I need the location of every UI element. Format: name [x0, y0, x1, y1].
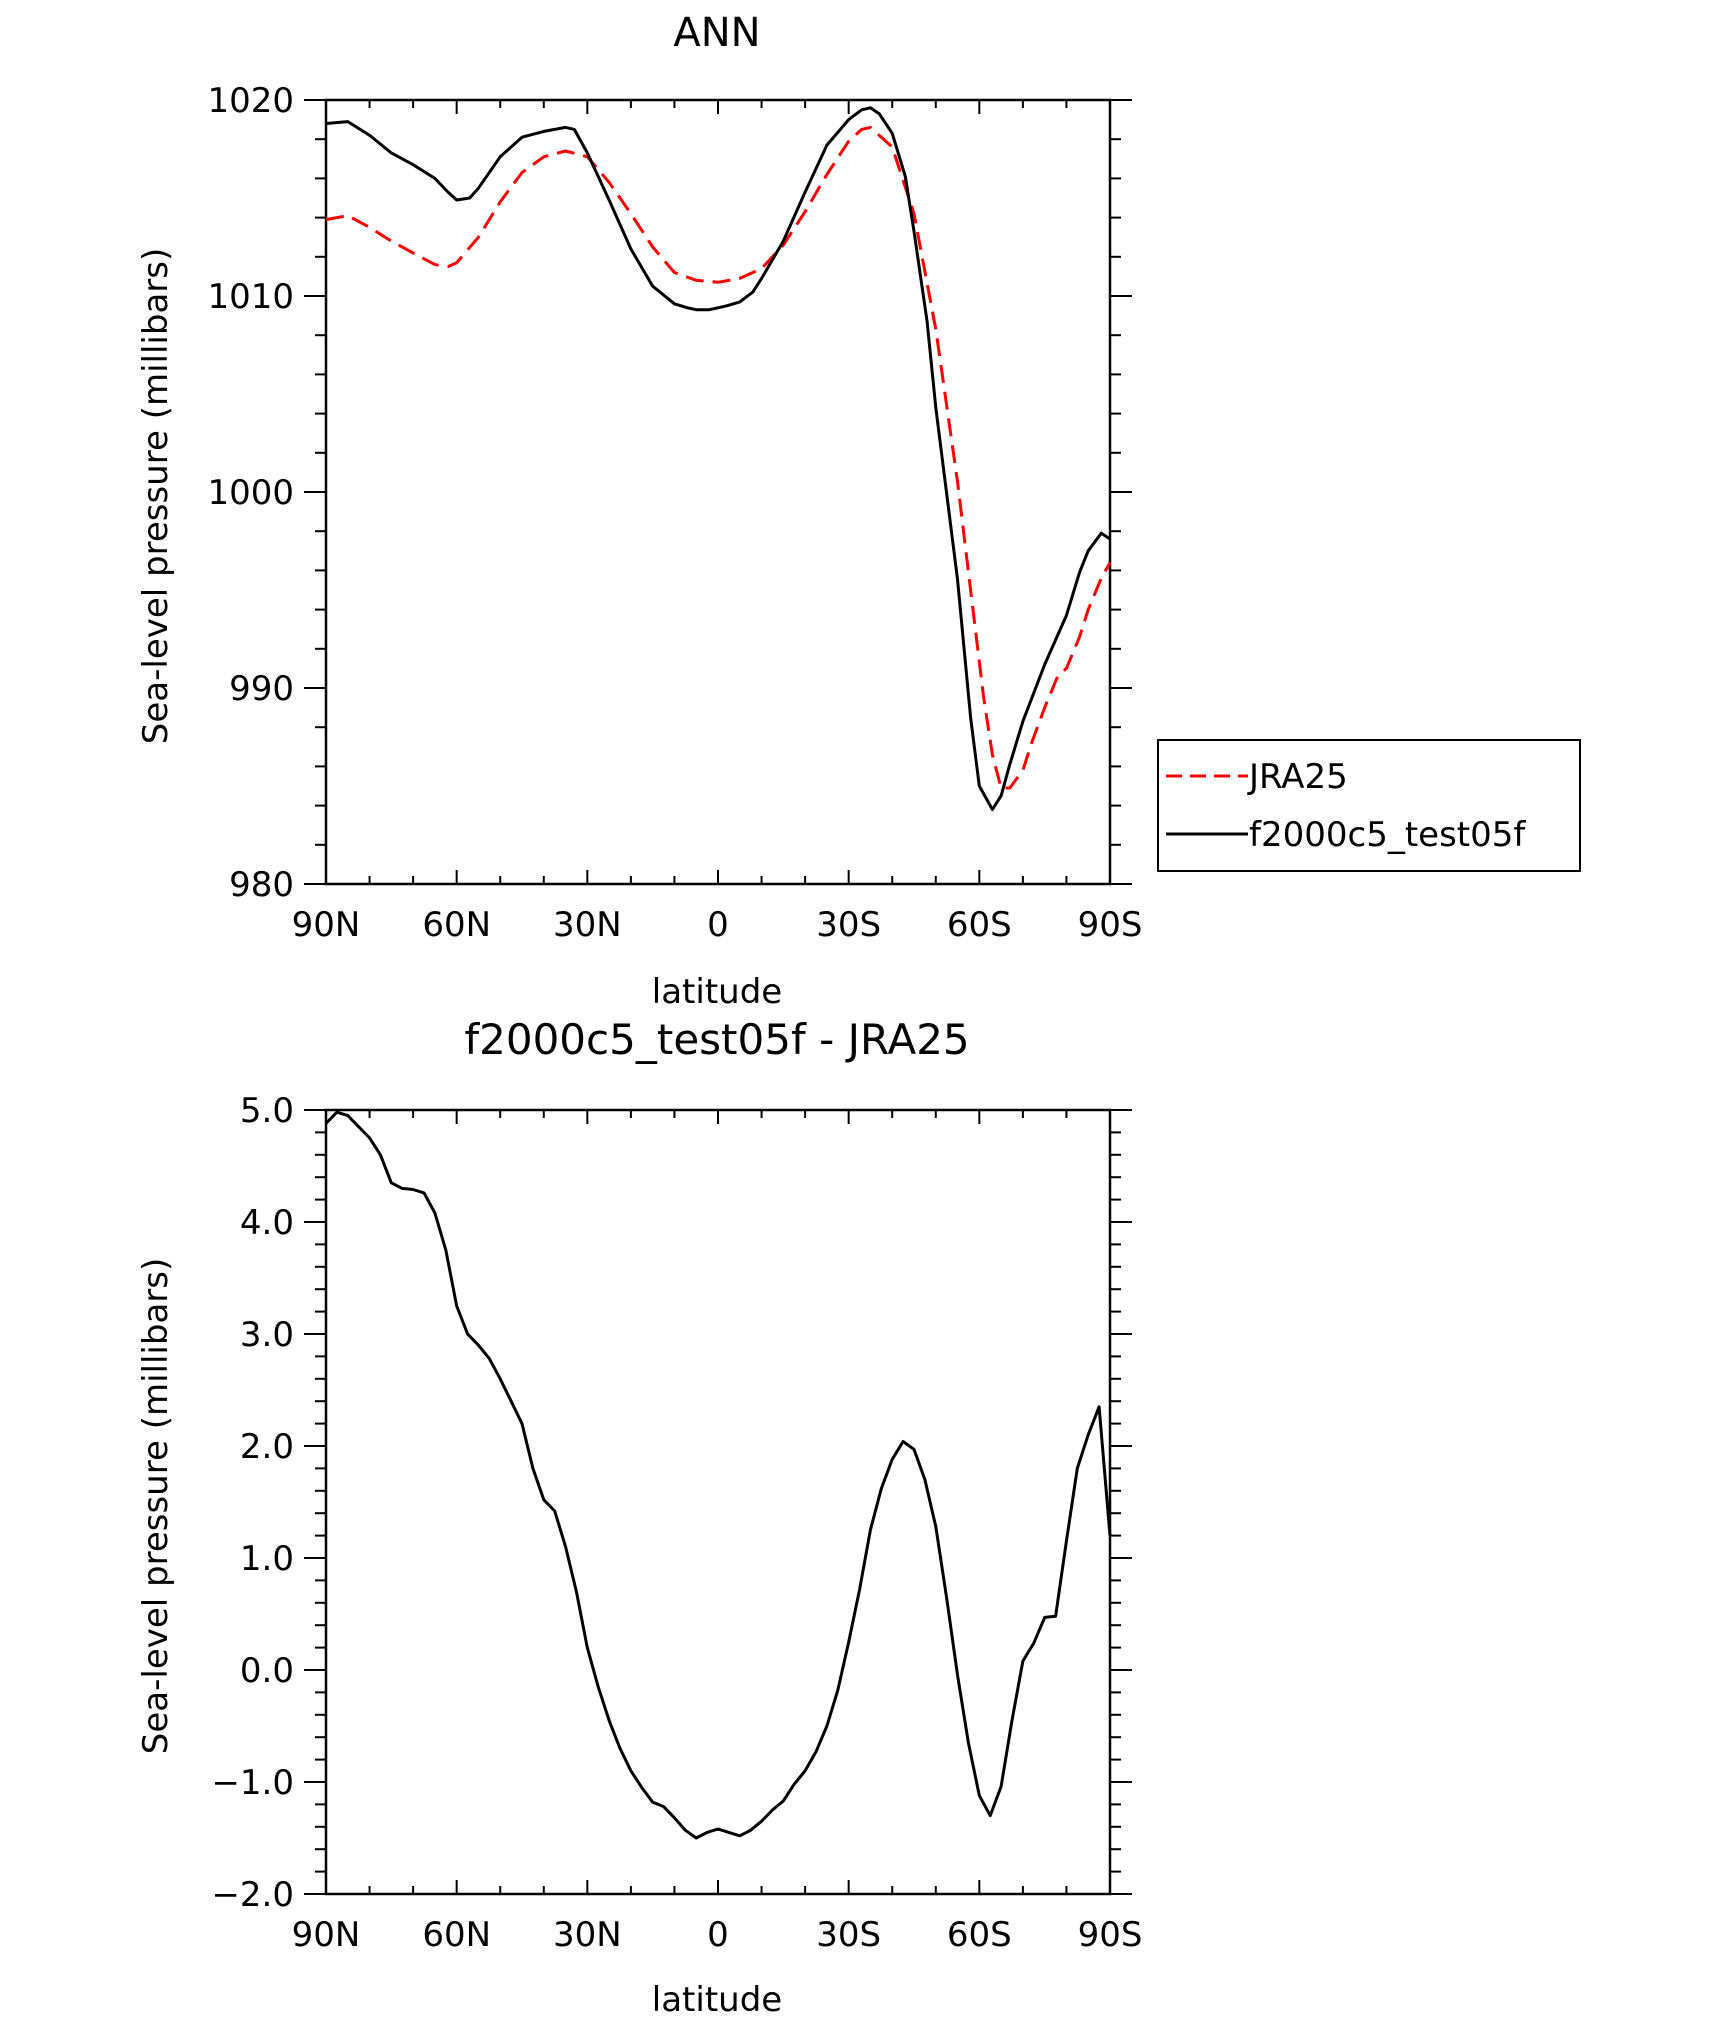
x-tick-label: 30S — [816, 1915, 881, 1955]
x-tick-label: 0 — [707, 1915, 729, 1955]
axes-frame — [304, 98, 1132, 886]
panel-title: ANN — [673, 10, 760, 56]
x-tick-label: 60N — [422, 905, 491, 945]
series-line-f2000c5-test05f — [325, 106, 1111, 811]
y-tick-label: 3.0 — [240, 1315, 294, 1355]
y-tick-label: 990 — [229, 669, 294, 709]
y-tick-label: −2.0 — [211, 1875, 294, 1915]
series-line-jra25 — [325, 125, 1112, 790]
x-tick-label: 90N — [292, 1915, 361, 1955]
series-lines — [325, 106, 1112, 811]
tick-labels: 90N 60N 30N 0 30S 60S 90S 980 990 1000 1010 1020 — [207, 81, 1142, 945]
y-axis-label: Sea-level pressure (millibars) — [136, 1258, 176, 1754]
y-tick-label: 2.0 — [240, 1427, 294, 1467]
series-line-difference — [324, 1110, 1112, 1840]
y-axis-label: Sea-level pressure (millibars) — [136, 248, 176, 744]
y-tick-label: 1020 — [207, 81, 294, 121]
x-tick-label: 30S — [816, 905, 881, 945]
y-tick-label: 5.0 — [240, 1091, 294, 1131]
series-lines — [324, 1110, 1112, 1840]
difference-panel: f2000c5_test05f - JRA25 Sea-level pressu… — [136, 1015, 1142, 2020]
x-tick-label: 60S — [947, 905, 1012, 945]
legend: JRA25 f2000c5_test05f — [1157, 739, 1581, 872]
x-tick-label: 30N — [553, 1915, 622, 1955]
axes-frame — [304, 1108, 1132, 1896]
x-tick-label: 90N — [292, 905, 361, 945]
y-tick-label: −1.0 — [211, 1763, 294, 1803]
legend-label: f2000c5_test05f — [1249, 815, 1526, 855]
x-tick-label: 30N — [553, 905, 622, 945]
tick-labels: 90N 60N 30N 0 30S 60S 90S −2.0 −1.0 0.0 1.0 2.0 3.0 4… — [211, 1091, 1142, 1955]
x-tick-label: 0 — [707, 905, 729, 945]
x-tick-label: 60N — [422, 1915, 491, 1955]
plot-frame — [324, 1108, 1112, 1896]
y-tick-label: 0.0 — [240, 1651, 294, 1691]
x-axis-label: latitude — [652, 1980, 782, 2020]
y-tick-label: 4.0 — [240, 1203, 294, 1243]
x-tick-label: 90S — [1078, 1915, 1143, 1955]
x-axis-label: latitude — [652, 972, 782, 1012]
plot-frame — [324, 98, 1112, 886]
legend-label: JRA25 — [1247, 757, 1348, 797]
panel-title: f2000c5_test05f - JRA25 — [464, 1015, 969, 1064]
y-tick-label: 1000 — [207, 473, 294, 513]
x-tick-label: 60S — [947, 1915, 1012, 1955]
x-tick-label: 90S — [1078, 905, 1143, 945]
legend-box — [1157, 739, 1581, 872]
y-tick-label: 1010 — [207, 277, 294, 317]
sea-level-pressure-panel: ANN Sea-level pressure (millibars) latit… — [136, 10, 1581, 1012]
y-tick-label: 1.0 — [240, 1539, 294, 1579]
y-tick-label: 980 — [229, 865, 294, 905]
